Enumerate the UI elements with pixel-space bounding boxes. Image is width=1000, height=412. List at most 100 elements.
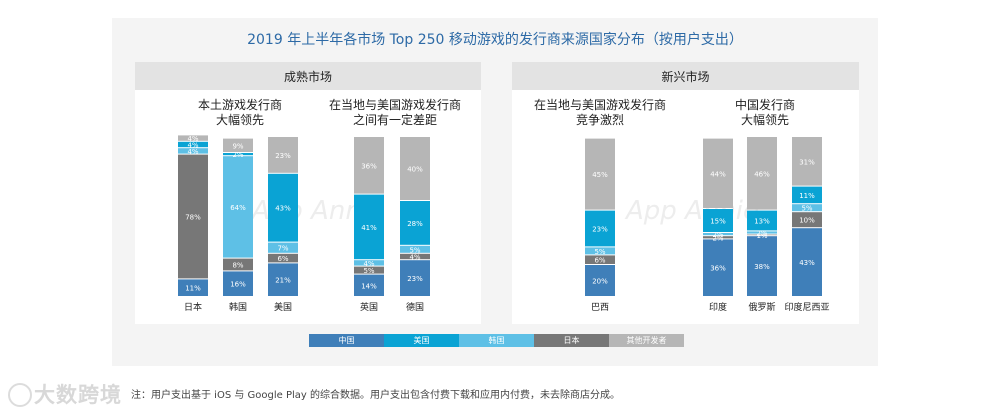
bar-segment-俄罗斯-韩国 [747,231,777,234]
data-label-俄罗斯-日本: 1% [756,232,767,240]
data-label-美国-韩国: 7% [277,245,288,253]
data-label-德国-韩国: 5% [409,246,420,254]
brand-logo-icon [8,383,32,407]
data-label-印度尼西亚-中国: 43% [799,259,815,267]
data-label-俄罗斯-中国: 38% [754,263,770,271]
data-label-印度-日本: 2% [712,234,723,242]
bar-segment-印度-日本 [703,236,733,239]
bar-segment-俄罗斯-美国 [747,210,777,231]
data-label-印度尼西亚-其他开发者: 31% [799,158,815,166]
bar-segment-印度尼西亚-日本 [792,212,822,228]
data-label-英国-其他开发者: 36% [361,162,377,170]
bar-segment-美国-中国 [268,263,298,296]
bar-英国: 14% 5%4% 41% 36% [354,137,384,296]
data-label-德国-中国: 23% [407,275,423,283]
category-label-印度尼西亚: 印度尼西亚 [784,301,829,313]
data-label-印度-美国: 15% [710,218,726,226]
bar-segment-德国-美国 [400,201,430,245]
data-label-印度尼西亚-韩国: 5% [801,205,812,213]
market-header-emerging: 新兴市场 [512,62,859,90]
chart-title: 2019 年上半年各市场 Top 250 移动游戏的发行商来源国家分布（按用户支… [247,32,743,48]
group-label-china-lead: 中国发行商 大幅领先 [734,98,795,127]
bar-segment-美国-韩国 [268,242,298,253]
data-label-美国-日本: 6% [277,255,288,263]
data-label-英国-日本: 5% [363,267,374,275]
bar-segment-印度尼西亚-中国 [792,228,822,296]
bar-segment-英国-中国 [354,274,384,296]
bar-segment-英国-韩国 [354,260,384,266]
bar-俄罗斯: 38% 1%2% 13% 46% [747,137,777,296]
bar-segment-巴西-美国 [585,210,615,247]
data-label-日本-美国: 4% [187,142,198,150]
legend-item-韩国: 韩国 [459,334,534,347]
bar-segment-韩国-其他开发者 [223,138,253,152]
data-label-美国-中国: 21% [275,277,291,285]
bar-segment-德国-中国 [400,260,430,296]
category-label-俄罗斯: 俄罗斯 [748,301,775,313]
group-label-gap-with-us: 在当地与美国游戏发行商 之间有一定差距 [328,98,461,127]
category-label-巴西: 巴西 [591,302,609,313]
data-label-美国-美国: 43% [275,205,291,213]
bar-segment-韩国-美国 [223,153,253,156]
bar-德国: 23% 4%5% 28% 40% [400,137,430,296]
data-label-韩国-其他开发者: 9% [232,142,243,150]
data-label-巴西-其他开发者: 45% [592,171,608,179]
bar-segment-俄罗斯-中国 [747,236,777,296]
category-label-日本: 日本 [184,301,202,313]
data-label-英国-美国: 41% [361,224,377,232]
data-label-巴西-韩国: 5% [594,248,605,256]
bar-segment-印度-韩国 [703,233,733,236]
data-label-美国-其他开发者: 23% [275,152,291,160]
bar-segment-俄罗斯-其他开发者 [747,137,777,210]
bar-segment-印度尼西亚-韩国 [792,204,822,212]
category-label-德国: 德国 [406,301,424,313]
data-label-日本-中国: 11% [185,285,201,293]
bar-美国: 21% 6% 7% 43% 23% [268,137,298,296]
bar-segment-美国-美国 [268,173,298,242]
bar-segment-英国-日本 [354,266,384,274]
bar-segment-韩国-韩国 [223,156,253,258]
bar-segment-印度-中国 [703,239,733,296]
category-label-美国: 美国 [274,301,292,313]
bar-segment-韩国-日本 [223,258,253,271]
bar-segment-巴西-中国 [585,265,615,296]
bar-segment-日本-美国 [178,141,208,148]
data-label-英国-中国: 14% [361,282,377,290]
bar-segment-英国-其他开发者 [354,137,384,194]
bar-segment-印度尼西亚-其他开发者 [792,137,822,186]
bar-segment-巴西-其他开发者 [585,138,615,210]
data-label-韩国-美国: 2% [232,151,243,159]
bar-segment-俄罗斯-日本 [747,234,777,236]
data-label-日本-韩国: 4% [187,148,198,156]
bar-韩国: 16% 8% 64% 2%9% [223,138,253,296]
data-label-韩国-日本: 8% [232,262,243,270]
bar-segment-日本-其他开发者 [178,135,208,141]
group-label-domestic-lead: 本土游戏发行商 大幅领先 [197,98,282,127]
footnote: 注：用户支出基于 iOS 与 Google Play 的综合数据。用户支出包含付… [131,390,621,401]
bar-segment-日本-韩国 [178,148,208,154]
bar-segment-巴西-日本 [585,255,615,264]
bar-segment-美国-其他开发者 [268,137,298,173]
category-label-韩国: 韩国 [229,301,247,313]
data-label-日本-日本: 78% [185,214,201,222]
data-label-印度-韩国: 2% [712,231,723,239]
legend-item-美国: 美国 [384,334,459,347]
legend-item-日本: 日本 [534,334,609,347]
data-label-印度-其他开发者: 44% [710,170,726,178]
watermark-right: App Annie [626,196,760,226]
legend-item-中国: 中国 [309,334,384,347]
bar-巴西: 20% 6%5% 23% 45% [585,138,615,296]
bar-日本: 11%78%4%4%4% [178,135,208,296]
category-label-英国: 英国 [360,301,378,313]
bar-segment-日本-中国 [178,279,208,296]
bar-segment-德国-韩国 [400,245,430,253]
data-label-俄罗斯-美国: 13% [754,218,770,226]
data-label-英国-韩国: 4% [363,260,374,268]
data-label-韩国-韩国: 64% [230,204,246,212]
bar-segment-印度-美国 [703,209,733,232]
bar-segment-美国-日本 [268,253,298,263]
data-label-印度尼西亚-日本: 10% [799,217,815,225]
data-label-日本-其他开发者: 4% [187,135,198,143]
data-label-巴西-日本: 6% [594,257,605,265]
